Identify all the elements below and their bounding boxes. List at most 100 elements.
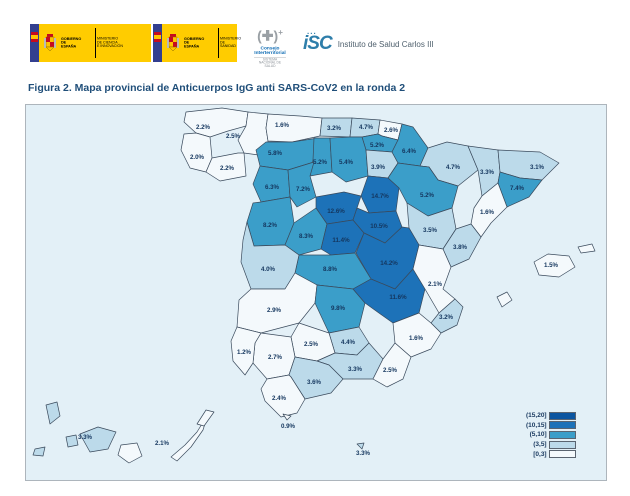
gobierno-text: GOBIERNO DE ESPAÑA: [184, 37, 205, 49]
province-huelva: [230, 326, 262, 376]
province-value-label-almeria: 2.5%: [383, 367, 398, 374]
province-value-label-a-coruna: 2.2%: [196, 124, 211, 131]
province-value-label-toledo: 8.8%: [323, 266, 338, 273]
legend-bin-label: (10,15]: [526, 421, 547, 429]
province-value-label-lugo: 2.5%: [226, 133, 241, 140]
province-tarragona: [470, 182, 508, 238]
province-value-label-ourense: 2.2%: [220, 165, 235, 172]
legend-swatch: [548, 411, 576, 420]
province-value-label-pontevedra: 2.0%: [190, 154, 205, 161]
province-value-label-girona: 3.1%: [530, 164, 545, 171]
province-value-label-cordoba: 2.5%: [304, 341, 319, 348]
island-el-hierro: [32, 446, 46, 457]
island-menorca: [577, 243, 596, 254]
province-value-label-valladolid: 7.2%: [296, 186, 311, 193]
province-value-label-madrid: 11.4%: [332, 237, 350, 244]
province-value-label-alicante: 3.2%: [439, 314, 454, 321]
province-value-label-avila: 8.3%: [299, 233, 314, 240]
logo-gobierno-ciencia: GOBIERNO DE ESPAÑA MINISTERIO DE CIENCIA…: [30, 24, 151, 62]
isciii-name: Instituto de Salud Carlos III: [337, 39, 434, 49]
logo-divider: [217, 28, 219, 58]
legend-row-b10_15: (10,15]: [526, 421, 576, 431]
consejo-name: Consejo Interterritorial: [254, 45, 286, 56]
province-value-label-zaragoza: 5.2%: [420, 192, 435, 199]
map-panel: 2.2% 2.5% 2.0% 2.2% 1.6% 3.2% 4.7% 2.6% 5.2% 5.8%…: [25, 104, 607, 481]
province-value-label-barcelona: 7.4%: [510, 185, 525, 192]
province-value-label-cantabria: 3.2%: [327, 125, 342, 132]
province-value-label-burgos: 5.4%: [339, 159, 354, 166]
legend-bin-label: (3,5]: [533, 441, 547, 449]
legend-row-b5_10: (5,10]: [526, 430, 576, 440]
province-value-label-caceres: 4.0%: [261, 266, 276, 273]
island-gran-canaria: [117, 442, 143, 464]
province-value-label-sevilla: 2.7%: [268, 354, 283, 361]
province-value-label-baleares: 1.5%: [544, 262, 559, 269]
province-value-label-segovia: 12.6%: [327, 208, 345, 215]
province-value-label-ciudad-real: 9.8%: [331, 305, 346, 312]
province-value-label-guadalajara: 10.5%: [370, 223, 388, 230]
province-value-label-soria: 14.7%: [371, 193, 389, 200]
legend-swatch: [548, 450, 576, 459]
consejo-cross-icon: (✚)+: [257, 27, 283, 44]
province-valencia: [412, 244, 456, 314]
spain-flag-icon: [153, 24, 162, 62]
logo-divider: [94, 28, 96, 58]
island-ibiza: [496, 291, 513, 308]
province-value-label-asturias: 1.6%: [275, 122, 290, 129]
legend-swatch: [548, 440, 576, 449]
legend-row-b15_20: (15,20]: [526, 411, 576, 421]
island-la-gomera: [65, 434, 79, 448]
legend-bin-label: (5,10]: [529, 431, 547, 439]
province-asturias: [265, 113, 323, 143]
province-cadiz: [260, 374, 306, 418]
province-ceuta: [282, 413, 292, 421]
province-value-label-teruel: 3.5%: [423, 227, 438, 234]
gobierno-text: GOBIERNO DE ESPAÑA: [61, 37, 82, 49]
province-value-label-valencia: 2.1%: [428, 281, 443, 288]
legend-row-b0_3: [0,3]: [526, 449, 576, 459]
province-palencia: [309, 137, 333, 177]
province-value-label-albacete: 11.6%: [389, 294, 407, 301]
province-value-label-alava: 5.2%: [370, 142, 385, 149]
isciii-wordmark-icon: ∙∙∙ iSC: [303, 29, 333, 54]
province-value-label-cuenca: 14.2%: [380, 260, 398, 267]
province-value-label-zamora: 6.3%: [265, 184, 280, 191]
logo-gobierno-sanidad: GOBIERNO DE ESPAÑA MINISTERIO DE SANIDAD: [153, 24, 241, 62]
coat-of-arms-icon: [39, 24, 61, 62]
spain-choropleth-map: 2.2% 2.5% 2.0% 2.2% 1.6% 3.2% 4.7% 2.6% 5.2% 5.8%…: [32, 107, 596, 464]
province-value-label-leon: 5.8%: [268, 150, 283, 157]
province-value-label-jaen: 4.4%: [341, 339, 356, 346]
province-value-label-lleida: 3.3%: [480, 169, 495, 176]
province-value-label-la-rioja: 3.9%: [371, 164, 386, 171]
province-ourense: [205, 152, 247, 182]
legend-bin-label: [0,3]: [533, 450, 547, 458]
province-melilla: [356, 442, 365, 450]
province-value-label-murcia: 1.6%: [409, 335, 424, 342]
province-sc-tenerife: [79, 426, 117, 453]
legend-bin-label: (15,20]: [526, 412, 547, 420]
ministerio-ciencia-text: MINISTERIO DE CIENCIA E INNOVACIÓN: [96, 37, 123, 49]
legend-row-b3_5: (3,5]: [526, 440, 576, 450]
spain-flag-icon: [30, 24, 39, 62]
province-value-label-huelva: 1.2%: [237, 349, 252, 356]
province-value-label-navarra: 6.4%: [402, 148, 417, 155]
province-value-label-huesca: 4.7%: [446, 164, 461, 171]
map-legend: (15,20] (10,15] (5,10] (3,5] [0,3]: [526, 411, 576, 459]
province-value-label-ceuta: 0.9%: [281, 423, 296, 430]
province-value-label-vizcaya: 4.7%: [359, 124, 374, 131]
province-value-label-sc-tenerife: 3.3%: [78, 434, 93, 441]
province-pontevedra: [180, 132, 213, 173]
province-value-label-palencia: 5.2%: [313, 159, 328, 166]
province-value-label-tarragona: 1.6%: [480, 209, 495, 216]
province-value-label-salamanca: 8.2%: [263, 222, 278, 229]
consejo-subtitle: SISTEMA NACIONAL DE SALUD: [254, 56, 286, 68]
province-value-label-castellon: 3.8%: [453, 244, 468, 251]
province-almeria: [372, 342, 412, 388]
logo-consejo-interterritorial: (✚)+ Consejo Interterritorial SISTEMA NA…: [241, 26, 299, 77]
coat-of-arms-icon: [162, 24, 184, 62]
province-baleares: [533, 253, 576, 278]
island-la-palma: [45, 401, 61, 425]
logo-isciii: ∙∙∙ iSC Instituto de Salud Carlos III: [303, 29, 434, 55]
province-value-label-gipuzkoa: 2.6%: [384, 127, 399, 134]
province-value-label-badajoz: 2.9%: [267, 307, 282, 314]
